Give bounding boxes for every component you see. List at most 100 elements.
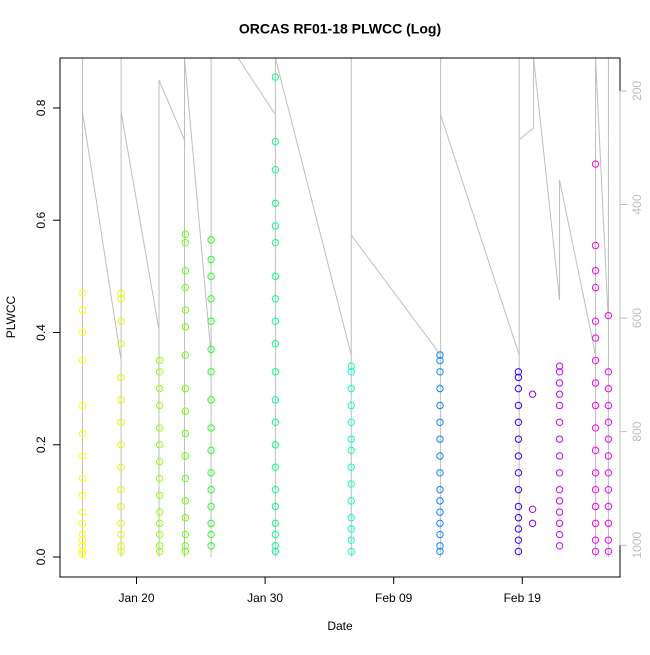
point <box>591 379 600 387</box>
point <box>555 368 564 376</box>
point <box>155 530 164 539</box>
point <box>347 525 355 533</box>
point <box>347 446 355 455</box>
point <box>604 368 613 376</box>
point <box>117 396 125 404</box>
point <box>347 497 355 505</box>
point <box>117 530 125 539</box>
point <box>207 485 215 494</box>
point <box>436 530 444 539</box>
point <box>181 530 190 539</box>
point <box>555 362 564 370</box>
point <box>555 497 564 505</box>
point <box>555 519 564 528</box>
point <box>528 390 537 398</box>
point <box>591 485 600 494</box>
point <box>514 435 523 443</box>
point <box>604 311 613 320</box>
point <box>514 485 523 494</box>
point <box>514 452 523 460</box>
point <box>207 519 215 528</box>
point <box>207 236 215 244</box>
point <box>181 238 190 247</box>
point <box>181 452 190 460</box>
point <box>117 485 125 494</box>
point <box>78 474 87 483</box>
point <box>604 452 613 460</box>
point <box>514 373 523 382</box>
point <box>347 514 355 522</box>
point <box>555 390 564 398</box>
point <box>591 547 600 556</box>
point <box>514 536 523 544</box>
point <box>181 474 190 483</box>
point <box>514 502 523 511</box>
point <box>78 550 87 558</box>
point <box>117 295 125 303</box>
point <box>555 435 564 443</box>
point <box>436 356 444 365</box>
y-tick-label: 0.2 <box>34 436 48 453</box>
point <box>436 469 444 477</box>
point <box>347 463 355 471</box>
point <box>117 463 125 471</box>
point <box>271 463 280 471</box>
point <box>347 480 355 488</box>
point <box>207 295 215 303</box>
point <box>436 384 444 393</box>
x-tick-label: Jan 20 <box>118 591 154 605</box>
point <box>591 519 600 528</box>
point <box>155 542 164 550</box>
point <box>78 306 87 314</box>
point <box>591 401 600 410</box>
point <box>555 530 564 539</box>
point <box>604 435 613 443</box>
point <box>604 536 613 544</box>
point <box>271 542 280 550</box>
point <box>181 497 190 505</box>
point <box>347 368 355 376</box>
point <box>514 514 523 522</box>
x-tick-label: Jan 30 <box>247 591 283 605</box>
point <box>271 295 280 303</box>
point <box>181 306 190 314</box>
point <box>347 418 355 426</box>
y2-tick-label: 1000 <box>630 532 644 559</box>
point <box>181 514 190 522</box>
point <box>181 542 190 550</box>
point <box>436 485 444 494</box>
point <box>271 317 280 325</box>
point <box>78 508 87 516</box>
point <box>347 384 355 393</box>
point <box>555 485 564 494</box>
point <box>155 424 164 432</box>
point <box>78 491 87 499</box>
point <box>78 519 87 528</box>
point <box>591 317 600 325</box>
point <box>436 351 444 359</box>
y-tick-label: 0.6 <box>34 212 48 229</box>
point <box>207 530 215 539</box>
point <box>155 519 164 528</box>
y-axis-label: PLWCC <box>4 295 18 338</box>
point <box>604 469 613 477</box>
point <box>555 508 564 516</box>
point <box>155 356 164 365</box>
point <box>78 328 87 337</box>
point <box>271 547 280 556</box>
y-tick-label: 0.8 <box>34 99 48 116</box>
point <box>155 368 164 376</box>
point <box>155 384 164 393</box>
point <box>436 519 444 528</box>
point <box>117 441 125 449</box>
point <box>78 289 87 297</box>
point <box>436 368 444 376</box>
point <box>78 530 87 539</box>
point <box>436 542 444 550</box>
point <box>271 238 280 247</box>
point <box>155 401 164 410</box>
plot-frame <box>59 57 621 578</box>
point <box>514 418 523 426</box>
point <box>117 502 125 511</box>
point <box>117 340 125 348</box>
